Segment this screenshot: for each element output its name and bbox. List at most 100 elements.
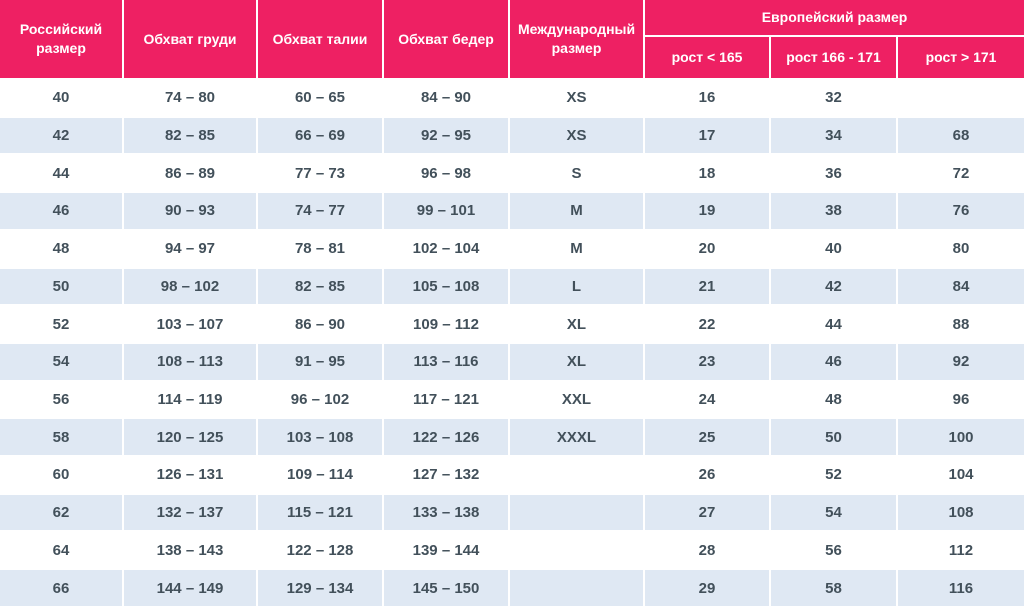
table-cell: 126 – 131 bbox=[124, 455, 258, 493]
table-cell: 114 – 119 bbox=[124, 379, 258, 418]
table-cell: 46 bbox=[0, 191, 124, 229]
table-cell: 62 bbox=[0, 492, 124, 531]
table-cell: 58 bbox=[0, 417, 124, 456]
table-cell: 144 – 149 bbox=[124, 568, 258, 606]
table-cell: 25 bbox=[645, 417, 771, 456]
table-cell: 68 bbox=[898, 115, 1024, 154]
table-cell: 77 – 73 bbox=[258, 153, 384, 192]
table-cell: 115 – 121 bbox=[258, 492, 384, 531]
table-cell: 132 – 137 bbox=[124, 492, 258, 531]
table-cell: 92 bbox=[898, 341, 1024, 380]
table-cell: 92 – 95 bbox=[384, 115, 510, 154]
table-cell: 50 bbox=[0, 266, 124, 305]
table-cell: 99 – 101 bbox=[384, 191, 510, 229]
table-row: 40 74 – 80 60 – 65 84 – 90 XS 16 32 bbox=[0, 78, 1024, 116]
table-row: 44 86 – 89 77 – 73 96 – 98 S 18 36 72 bbox=[0, 153, 1024, 192]
table-cell: 78 – 81 bbox=[258, 228, 384, 267]
table-cell: 40 bbox=[771, 228, 898, 267]
table-cell: 116 bbox=[898, 568, 1024, 606]
table-cell: 84 – 90 bbox=[384, 78, 510, 116]
table-cell: 145 – 150 bbox=[384, 568, 510, 606]
table-cell: 20 bbox=[645, 228, 771, 267]
table-cell: 112 bbox=[898, 530, 1024, 569]
table-cell: 32 bbox=[771, 78, 898, 116]
header-european-size-group: Европейский размер bbox=[645, 0, 1024, 37]
table-cell: 138 – 143 bbox=[124, 530, 258, 569]
table-cell: 113 – 116 bbox=[384, 341, 510, 380]
table-cell: 102 – 104 bbox=[384, 228, 510, 267]
table-row: 56 114 – 119 96 – 102 117 – 121 XXL 24 48 96 bbox=[0, 379, 1024, 418]
table-cell: 72 bbox=[898, 153, 1024, 192]
table-cell: 120 – 125 bbox=[124, 417, 258, 456]
table-cell: 94 – 97 bbox=[124, 228, 258, 267]
table-cell: 86 – 89 bbox=[124, 153, 258, 192]
table-cell: XXL bbox=[510, 379, 645, 418]
table-cell: 66 – 69 bbox=[258, 115, 384, 154]
table-cell bbox=[898, 78, 1024, 116]
table-row: 62 132 – 137 115 – 121 133 – 138 27 54 108 bbox=[0, 492, 1024, 531]
table-cell: 48 bbox=[771, 379, 898, 418]
table-cell: 56 bbox=[0, 379, 124, 418]
table-cell: XL bbox=[510, 341, 645, 380]
table-cell: 104 bbox=[898, 455, 1024, 493]
table-cell: XL bbox=[510, 304, 645, 342]
table-cell: 80 bbox=[898, 228, 1024, 267]
table-cell: 84 bbox=[898, 266, 1024, 305]
header-hips: Обхват бедер bbox=[384, 0, 510, 78]
table-cell: 38 bbox=[771, 191, 898, 229]
table-row: 54 108 – 113 91 – 95 113 – 116 XL 23 46 92 bbox=[0, 341, 1024, 380]
table-cell: 52 bbox=[771, 455, 898, 493]
table-cell: 36 bbox=[771, 153, 898, 192]
header-waist: Обхват талии bbox=[258, 0, 384, 78]
table-cell: 91 – 95 bbox=[258, 341, 384, 380]
table-cell: 74 – 80 bbox=[124, 78, 258, 116]
table-cell: 76 bbox=[898, 191, 1024, 229]
table-cell: 139 – 144 bbox=[384, 530, 510, 569]
table-cell: 29 bbox=[645, 568, 771, 606]
table-cell: 129 – 134 bbox=[258, 568, 384, 606]
table-cell: 88 bbox=[898, 304, 1024, 342]
table-cell: 16 bbox=[645, 78, 771, 116]
header-chest: Обхват груди bbox=[124, 0, 258, 78]
table-cell: 74 – 77 bbox=[258, 191, 384, 229]
header-international-size: Международный размер bbox=[510, 0, 645, 78]
table-cell: 54 bbox=[771, 492, 898, 531]
table-cell: 64 bbox=[0, 530, 124, 569]
table-row: 58 120 – 125 103 – 108 122 – 126 XXXL 25 50 100 bbox=[0, 417, 1024, 456]
table-cell: 34 bbox=[771, 115, 898, 154]
table-cell: 54 bbox=[0, 341, 124, 380]
table-cell: 50 bbox=[771, 417, 898, 456]
table-body: 40 74 – 80 60 – 65 84 – 90 XS 16 32 42 82 – 85 66… bbox=[0, 78, 1024, 606]
table-cell bbox=[510, 568, 645, 606]
table-cell: 56 bbox=[771, 530, 898, 569]
table-cell: 100 bbox=[898, 417, 1024, 456]
table-cell: 42 bbox=[0, 115, 124, 154]
table-cell: 127 – 132 bbox=[384, 455, 510, 493]
table-cell: 96 bbox=[898, 379, 1024, 418]
table-cell: 23 bbox=[645, 341, 771, 380]
table-cell: M bbox=[510, 228, 645, 267]
table-cell: 108 – 113 bbox=[124, 341, 258, 380]
table-row: 66 144 – 149 129 – 134 145 – 150 29 58 116 bbox=[0, 568, 1024, 606]
table-cell: 46 bbox=[771, 341, 898, 380]
table-cell bbox=[510, 530, 645, 569]
table-cell: 86 – 90 bbox=[258, 304, 384, 342]
header-height-166-171: рост 166 - 171 bbox=[771, 37, 898, 78]
table-cell: 42 bbox=[771, 266, 898, 305]
table-row: 64 138 – 143 122 – 128 139 – 144 28 56 112 bbox=[0, 530, 1024, 569]
table-cell: 44 bbox=[771, 304, 898, 342]
table-cell: 60 – 65 bbox=[258, 78, 384, 116]
table-cell: 109 – 114 bbox=[258, 455, 384, 493]
table-cell: 90 – 93 bbox=[124, 191, 258, 229]
table-cell: 24 bbox=[645, 379, 771, 418]
table-cell: 27 bbox=[645, 492, 771, 531]
table-cell: 17 bbox=[645, 115, 771, 154]
table-cell: XS bbox=[510, 78, 645, 116]
table-row: 60 126 – 131 109 – 114 127 – 132 26 52 104 bbox=[0, 455, 1024, 493]
table-cell: 22 bbox=[645, 304, 771, 342]
table-cell bbox=[510, 492, 645, 531]
table-cell: 117 – 121 bbox=[384, 379, 510, 418]
table-cell: 26 bbox=[645, 455, 771, 493]
